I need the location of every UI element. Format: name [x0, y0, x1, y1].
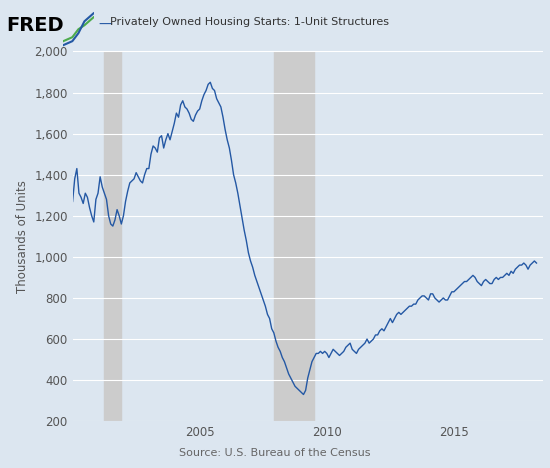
- Y-axis label: Thousands of Units: Thousands of Units: [16, 180, 29, 293]
- Bar: [104, 51, 122, 421]
- Text: —: —: [98, 18, 112, 32]
- Bar: [274, 51, 314, 421]
- Text: FRED: FRED: [7, 16, 64, 36]
- Text: Privately Owned Housing Starts: 1-Unit Structures: Privately Owned Housing Starts: 1-Unit S…: [110, 17, 389, 27]
- Text: Source: U.S. Bureau of the Census: Source: U.S. Bureau of the Census: [179, 448, 371, 458]
